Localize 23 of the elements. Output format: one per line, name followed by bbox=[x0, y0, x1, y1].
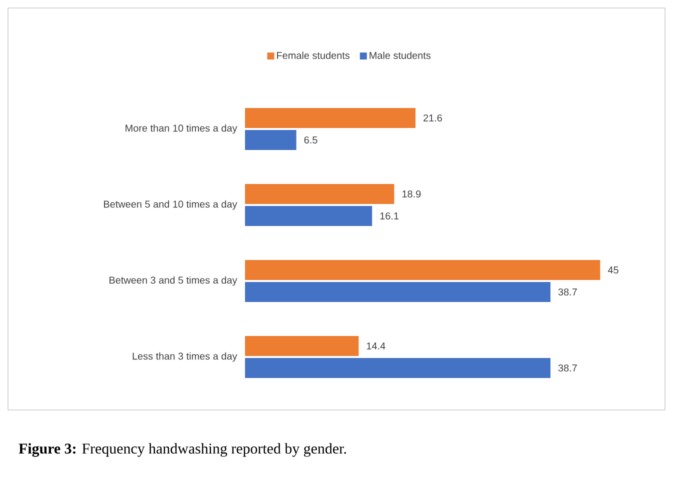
legend-label: Female students bbox=[277, 52, 350, 59]
data-label: 38.7 bbox=[558, 288, 577, 296]
data-label: 21.6 bbox=[424, 114, 442, 122]
data-label: 16.1 bbox=[380, 212, 399, 220]
y-tick-label: Between 3 and 5 times a day bbox=[110, 276, 238, 286]
data-label: 14.4 bbox=[366, 342, 386, 350]
data-label: 38.7 bbox=[558, 364, 577, 372]
bar bbox=[245, 336, 359, 356]
data-label: 45 bbox=[608, 266, 618, 274]
y-tick-label: Less than 3 times a day bbox=[132, 352, 238, 362]
bar bbox=[245, 184, 394, 204]
bar bbox=[245, 206, 372, 226]
legend-label: Male students bbox=[370, 52, 431, 59]
y-tick-label: Between 5 and 10 times a day bbox=[104, 200, 238, 210]
bar bbox=[245, 358, 550, 378]
y-tick-label: More than 10 times a day bbox=[126, 124, 238, 134]
bar bbox=[245, 130, 296, 150]
bar bbox=[245, 260, 600, 280]
bar bbox=[245, 282, 550, 302]
text: Figure 3: Frequency handwashing reported by gender. bbox=[18, 443, 346, 457]
data-label: 18.9 bbox=[402, 190, 421, 198]
data-label: 6.5 bbox=[304, 136, 318, 144]
bar bbox=[245, 108, 416, 128]
